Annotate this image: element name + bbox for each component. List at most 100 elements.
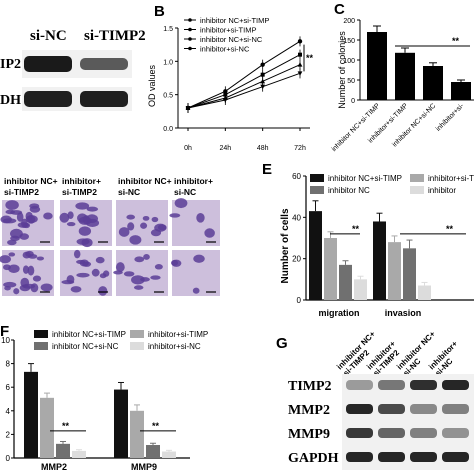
panel-f-legend-swatch bbox=[34, 342, 48, 350]
panel-f-y-tick-label: 0 bbox=[6, 454, 11, 463]
panel-e-significance-label: ** bbox=[446, 224, 454, 234]
panel-d-image-grid bbox=[0, 198, 220, 296]
panel-f-bar bbox=[162, 451, 176, 458]
panel-f-legend: inhibitor NC+si-TIMP inhibitor+si-TIMP inh… bbox=[34, 330, 208, 351]
panel-e-y-tick-label: 20 bbox=[292, 255, 301, 264]
panel-e-group-label: invasion bbox=[385, 308, 422, 318]
panel-f-significance-label: ** bbox=[62, 421, 70, 431]
panel-c-y-tick-label: 150 bbox=[343, 38, 355, 45]
panel-g-western-blot: G inhibitor NC+si-TIMP2inhibitor+si-TIMP… bbox=[276, 329, 474, 470]
panel-f-y-tick-label: 8 bbox=[6, 360, 11, 369]
panel-f-bar bbox=[130, 410, 144, 458]
stained-cell bbox=[204, 228, 215, 238]
blot-g-band bbox=[378, 380, 405, 390]
panel-b-point bbox=[260, 84, 266, 90]
panel-b-legend-marker bbox=[188, 46, 192, 51]
stained-cell bbox=[29, 205, 41, 213]
stained-cell bbox=[4, 286, 11, 291]
stained-cell bbox=[131, 275, 145, 285]
panel-e-bar bbox=[324, 238, 337, 300]
panel-b-letter: B bbox=[154, 3, 165, 20]
panel-a-western-blot: si-NC si-TIMP2 IP2 DH bbox=[0, 28, 146, 111]
blot-g-row-gapdh-label: GAPDH bbox=[288, 451, 339, 466]
stained-cell bbox=[8, 252, 16, 257]
panel-b-x-tick-label: 48h bbox=[257, 145, 269, 152]
stained-cell bbox=[61, 280, 75, 285]
stained-cell bbox=[126, 214, 135, 220]
panel-d-column-header: inhibitor NC+ bbox=[118, 176, 172, 186]
panel-b-point bbox=[222, 98, 228, 103]
stained-cell bbox=[113, 270, 123, 275]
stained-cell bbox=[140, 222, 148, 229]
panel-e-y-axis-label: Number of cells bbox=[280, 208, 291, 283]
panel-e-migration-invasion-chart: E Number of cells 0 20 40 60 migration invasi… bbox=[262, 161, 474, 318]
panel-b-growth-curve: B OD values 0.0 0.5 1.0 1.5 0h 24h 48h 72h ** in… bbox=[147, 3, 314, 152]
stained-cell bbox=[17, 222, 29, 228]
stained-cell bbox=[70, 286, 82, 293]
stained-cell bbox=[0, 255, 11, 264]
panel-b-legend-label: inhibitor NC+si-TIMP bbox=[200, 16, 269, 25]
panel-f-legend-swatch bbox=[34, 330, 48, 338]
panel-f-group-label: MMP9 bbox=[131, 462, 157, 472]
panel-f-letter: F bbox=[0, 323, 9, 340]
blot-g-row-mmp9-label: MMP9 bbox=[288, 427, 330, 442]
panel-f-legend-label: inhibitor+si-NC bbox=[148, 342, 201, 351]
panel-f-y-tick-label: 6 bbox=[6, 383, 11, 392]
stained-cell bbox=[28, 254, 38, 259]
blot-g-band bbox=[346, 404, 373, 414]
stained-cell bbox=[78, 226, 92, 236]
stained-cell bbox=[169, 213, 181, 218]
blot-g-band bbox=[410, 404, 437, 414]
stained-cell bbox=[40, 283, 53, 292]
panel-c-bar bbox=[367, 32, 387, 100]
panel-e-y-tick-label: 60 bbox=[292, 172, 301, 181]
panel-d-column-header: inhibitor+ bbox=[174, 176, 213, 186]
blot-a-band-gapdh-si-timp2 bbox=[80, 91, 128, 107]
panel-e-bar bbox=[403, 248, 416, 300]
stained-cell bbox=[78, 216, 92, 225]
blot-g-band bbox=[346, 452, 373, 462]
panel-g-lane-header: inhibitor+si-NC bbox=[427, 339, 466, 378]
panel-f-y-tick-label: 10 bbox=[1, 336, 10, 345]
blot-row-timp2-label: IP2 bbox=[0, 57, 21, 72]
stained-cell bbox=[154, 264, 163, 270]
panel-b-point bbox=[298, 52, 302, 57]
panel-e-bar bbox=[373, 221, 386, 300]
stained-cell bbox=[150, 229, 162, 237]
panel-f-legend-label: inhibitor NC+si-NC bbox=[52, 342, 119, 351]
blot-g-row-mmp2-label: MMP2 bbox=[288, 403, 330, 418]
panel-b-y-tick-label: 0.0 bbox=[163, 126, 173, 133]
panel-b-x-tick-label: 0h bbox=[184, 145, 192, 152]
panel-c-bar bbox=[423, 66, 443, 100]
panel-c-bar bbox=[451, 82, 471, 100]
stained-cell bbox=[118, 227, 130, 237]
panel-g-letter: G bbox=[276, 335, 288, 352]
stained-cell bbox=[81, 238, 93, 248]
stained-cell bbox=[193, 254, 205, 263]
panel-b-point bbox=[260, 78, 266, 84]
panel-f-bar bbox=[72, 450, 86, 458]
stained-cell bbox=[174, 198, 188, 209]
stained-cell bbox=[10, 210, 23, 215]
panel-b-legend-marker bbox=[188, 37, 192, 41]
panel-e-y-tick-label: 0 bbox=[297, 296, 302, 305]
stained-cell bbox=[25, 215, 38, 224]
stained-cell bbox=[36, 256, 45, 261]
stained-cell bbox=[129, 235, 142, 245]
stained-cell bbox=[59, 212, 70, 223]
stained-cell bbox=[123, 271, 135, 277]
blot-g-band bbox=[442, 404, 469, 414]
panel-f-significance-label: ** bbox=[152, 421, 160, 431]
panel-f-y-tick-label: 4 bbox=[6, 407, 11, 416]
stained-cell bbox=[43, 212, 53, 220]
stained-cell bbox=[134, 256, 145, 263]
panel-f-bar bbox=[114, 389, 128, 458]
panel-e-bar bbox=[354, 279, 367, 300]
stained-cell bbox=[13, 288, 20, 295]
panel-b-point bbox=[297, 71, 303, 76]
panel-e-y-tick-label: 40 bbox=[292, 213, 301, 222]
panel-f-legend-swatch bbox=[130, 330, 144, 338]
stained-cell bbox=[75, 202, 90, 210]
panel-b-series-line bbox=[187, 72, 301, 109]
